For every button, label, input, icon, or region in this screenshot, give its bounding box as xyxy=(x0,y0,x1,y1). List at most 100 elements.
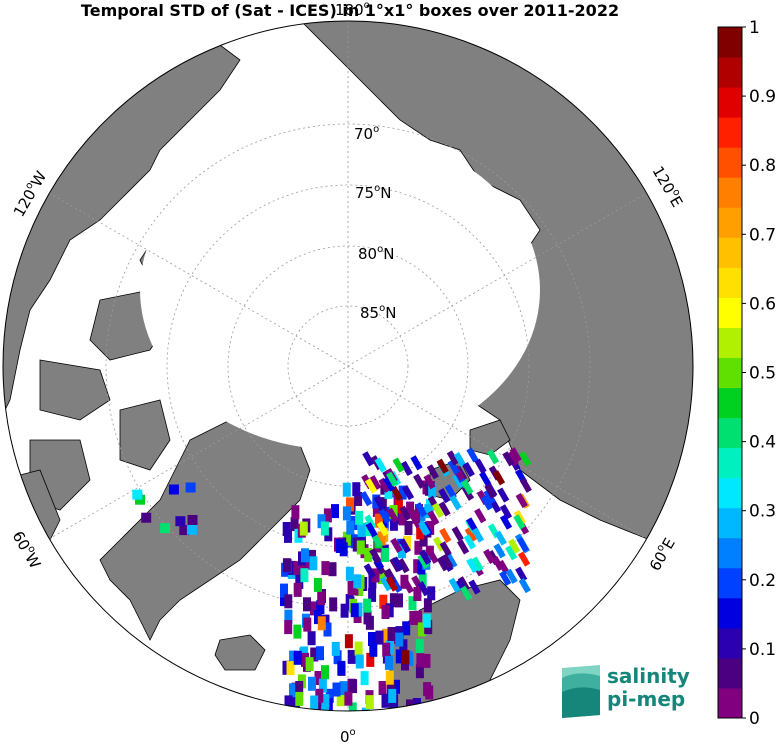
std-cell xyxy=(355,510,364,525)
std-cell xyxy=(400,460,413,477)
colorbar-swatch xyxy=(718,417,742,449)
std-cell xyxy=(423,682,432,697)
std-cell xyxy=(505,568,518,584)
std-cell xyxy=(175,516,186,527)
std-cell xyxy=(414,540,423,555)
std-cell xyxy=(399,505,412,521)
std-cell xyxy=(466,557,479,574)
std-cell xyxy=(302,555,311,570)
colorbar-swatch xyxy=(718,657,742,689)
std-cell xyxy=(132,489,143,500)
std-cell xyxy=(360,491,373,507)
std-cell xyxy=(364,547,373,562)
std-cell xyxy=(424,504,433,519)
std-cell xyxy=(369,475,382,491)
std-cell xyxy=(471,556,484,572)
std-cell xyxy=(439,541,452,557)
lat-label-80: 80oN xyxy=(358,244,394,263)
std-cell xyxy=(284,695,293,710)
std-cell xyxy=(366,652,375,667)
std-cell xyxy=(505,545,518,561)
std-cell xyxy=(368,587,377,602)
std-cell xyxy=(486,449,500,465)
salinity-pi-mep-logo: salinity pi-mep xyxy=(562,664,690,718)
std-cell xyxy=(375,630,384,645)
lon-label-60w: 60oW xyxy=(9,528,46,572)
colorbar-tick-label: 0.1 xyxy=(749,640,776,660)
std-cell xyxy=(317,591,326,606)
colorbar-swatch xyxy=(718,117,742,148)
std-cell xyxy=(456,539,470,555)
colorbar-swatch xyxy=(718,87,742,118)
std-cell xyxy=(384,655,393,670)
std-cell xyxy=(284,609,293,624)
std-cell xyxy=(299,521,308,536)
lat-label-75: 75oN xyxy=(355,183,391,202)
std-cell xyxy=(316,600,325,614)
std-cell xyxy=(427,510,440,526)
std-cell xyxy=(394,499,403,514)
std-cell xyxy=(422,653,431,668)
std-cell xyxy=(357,523,366,537)
colorbar-tick-label: 0.7 xyxy=(749,225,776,245)
std-cell xyxy=(284,528,292,543)
std-cell xyxy=(381,548,390,562)
std-cell xyxy=(390,537,403,553)
std-cell xyxy=(325,688,334,703)
std-cell xyxy=(329,597,338,612)
std-cell xyxy=(461,479,474,495)
std-cell xyxy=(401,578,415,594)
colorbar-tick-label: 0 xyxy=(749,709,760,729)
std-cell xyxy=(416,525,425,540)
std-cell xyxy=(295,574,304,589)
std-cell xyxy=(428,483,437,498)
std-cell xyxy=(403,536,411,550)
std-cell xyxy=(395,593,403,608)
std-cell xyxy=(280,583,288,598)
std-cell xyxy=(415,638,424,653)
std-cell xyxy=(392,457,405,473)
std-cell xyxy=(303,617,312,632)
std-cell xyxy=(446,450,459,466)
std-cell xyxy=(385,603,394,618)
std-cell xyxy=(383,506,392,521)
std-cell xyxy=(386,471,399,487)
std-cell xyxy=(314,671,323,685)
sea-ice xyxy=(140,130,540,450)
colorbar-tick-label: 0.6 xyxy=(749,294,776,314)
std-cell xyxy=(320,521,329,536)
std-cell xyxy=(474,508,487,524)
lon-label-60e: 60oE xyxy=(645,534,679,574)
std-cell xyxy=(408,596,417,611)
std-cell xyxy=(310,601,318,616)
std-cell xyxy=(497,487,510,503)
std-cell xyxy=(289,683,297,698)
colorbar-swatch xyxy=(718,357,742,389)
std-cell xyxy=(415,664,424,679)
std-cell xyxy=(419,532,428,547)
std-cell xyxy=(363,563,376,579)
std-cell xyxy=(346,497,354,512)
std-cell xyxy=(397,558,410,574)
std-cell xyxy=(445,553,458,569)
std-cell xyxy=(385,670,394,685)
colorbar-tick-label: 1 xyxy=(749,18,760,38)
std-cell xyxy=(410,455,423,471)
std-cell xyxy=(349,679,358,694)
std-cell xyxy=(364,478,378,494)
colorbar-swatch xyxy=(718,477,742,509)
std-cell xyxy=(479,471,492,487)
std-cell xyxy=(378,508,391,524)
std-cell xyxy=(365,695,374,710)
std-cell xyxy=(352,537,361,552)
std-cell xyxy=(321,707,329,711)
std-cell xyxy=(305,657,314,672)
std-cell xyxy=(438,501,451,517)
std-cell xyxy=(328,562,337,577)
std-cell xyxy=(301,548,309,563)
colorbar-swatch xyxy=(718,177,742,208)
std-cell xyxy=(398,538,411,554)
std-cell xyxy=(379,576,393,592)
std-cell xyxy=(284,620,293,635)
std-cell xyxy=(427,586,436,601)
